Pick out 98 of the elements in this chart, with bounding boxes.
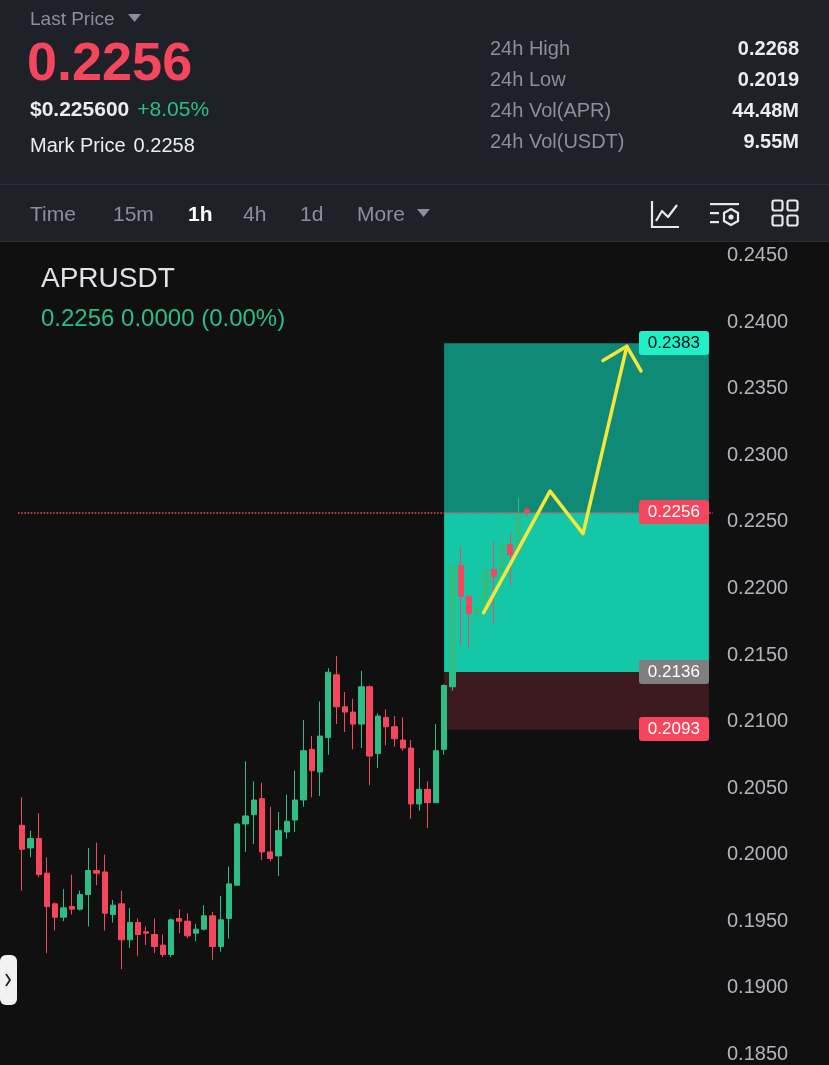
ref-line-label: 0.2256 [638, 500, 709, 525]
candlestick [176, 908, 182, 934]
candlestick [383, 708, 389, 746]
candlestick [27, 830, 34, 858]
candlestick [507, 533, 513, 587]
candlestick [259, 782, 265, 861]
candlestick [44, 856, 50, 954]
text: 9.55M [743, 129, 799, 153]
text: 15m [113, 200, 154, 226]
candlestick [391, 715, 398, 748]
candlestick [52, 902, 58, 931]
candlestick [458, 546, 464, 647]
candlestick [209, 911, 216, 961]
candlestick [110, 899, 116, 923]
text: 44.48M [732, 98, 799, 122]
candlestick [127, 907, 133, 949]
candlestick [60, 888, 67, 922]
band-label: 0.2383 [638, 331, 709, 356]
text: 0.2256 [27, 31, 193, 91]
y-tick-label: 0.2200 [727, 575, 789, 598]
candlestick [300, 719, 307, 808]
text: 24h High [490, 36, 571, 60]
candlestick [342, 691, 348, 733]
candlestick [118, 890, 125, 970]
text: +8.05% [137, 97, 210, 120]
text: 4h [243, 200, 267, 226]
candlestick [416, 767, 422, 812]
y-tick-label: 0.1900 [727, 975, 789, 998]
candlestick [218, 895, 224, 953]
candlestick [317, 700, 323, 797]
candlestick [424, 780, 431, 829]
candlestick [441, 683, 447, 756]
candlestick [143, 925, 149, 946]
y-tick-label: 0.2050 [727, 775, 789, 798]
candlestick [325, 667, 331, 756]
chart-title: APRUSDT [41, 261, 175, 293]
candlestick [93, 842, 100, 886]
candlestick [77, 890, 83, 912]
candlestick [474, 586, 480, 633]
text: 1h [188, 200, 213, 226]
candlestick [333, 655, 340, 725]
candlestick [275, 811, 282, 877]
candlestick [69, 874, 75, 916]
candlestick [151, 918, 158, 954]
y-tick-label: 0.2300 [727, 442, 789, 465]
candlestick [358, 670, 365, 749]
y-tick-label: 0.2450 [727, 243, 789, 265]
y-tick-label: 0.2150 [727, 642, 789, 665]
text: 24h Low [490, 67, 566, 91]
candlestick [234, 822, 240, 886]
candlestick [184, 912, 191, 939]
candlestick [499, 522, 505, 611]
text: More [357, 200, 405, 226]
candlestick [375, 712, 381, 769]
candlestick [193, 923, 199, 942]
candlestick [466, 595, 472, 649]
candlestick [168, 918, 174, 958]
candlestick [36, 812, 42, 878]
candlestick [135, 918, 141, 957]
candlestick [449, 562, 456, 692]
candlestick [85, 847, 91, 927]
text: 0.2019 [737, 67, 799, 91]
candlestick [160, 933, 166, 958]
candlestick [201, 904, 207, 931]
band-label: 0.2136 [638, 660, 709, 685]
text: 0.2258 [133, 134, 195, 156]
candlestick [366, 684, 373, 786]
candlestick [491, 541, 497, 625]
candlestick [433, 723, 439, 804]
text: 24h Vol(APR) [490, 98, 612, 122]
y-tick-label: 0.2350 [727, 376, 789, 399]
band-label: 0.2093 [638, 717, 709, 742]
candlestick [242, 760, 249, 853]
candlestick [19, 796, 25, 892]
text: Mark Price [30, 134, 126, 156]
y-tick-label: 0.2250 [727, 509, 789, 532]
text: $0.225600 [30, 97, 130, 120]
candlestick [226, 866, 232, 939]
candlestick [284, 794, 290, 840]
candlestick [251, 780, 257, 845]
y-tick-label: 0.1850 [727, 1042, 789, 1064]
text: 0.2256 0.0000 (0.00%) [41, 303, 286, 331]
y-tick-label: 0.2000 [727, 842, 789, 865]
y-tick-label: 0.1950 [727, 908, 789, 931]
candlestick [292, 770, 298, 833]
candlestick [102, 854, 108, 931]
candlestick [309, 735, 315, 798]
y-tick-label: 0.2400 [727, 309, 789, 332]
y-tick-label: 0.2100 [727, 709, 789, 732]
candlestick [408, 739, 414, 820]
candlestick [350, 698, 356, 750]
text: 1d [300, 200, 324, 226]
text: 0.2268 [737, 36, 799, 60]
candlestick [267, 806, 273, 862]
candlestick [400, 716, 406, 752]
text: Last Price [30, 6, 115, 30]
text: 24h Vol(USDT) [490, 129, 625, 153]
text: Time [30, 200, 76, 226]
